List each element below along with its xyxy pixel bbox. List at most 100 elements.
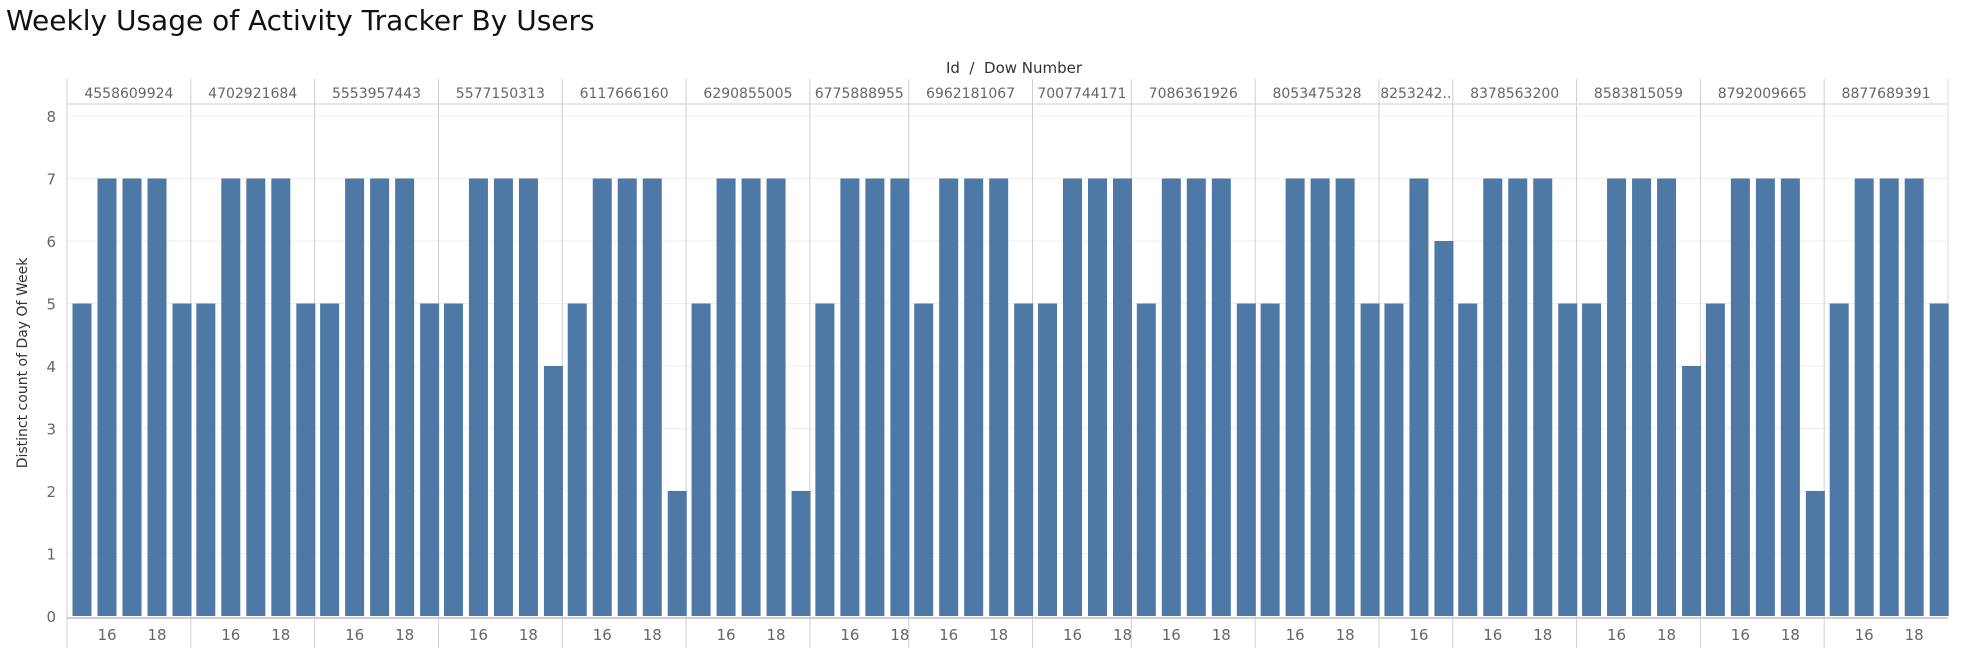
bar	[741, 178, 761, 616]
bar	[1582, 303, 1602, 616]
column-header: Id / Dow Number	[946, 59, 1083, 77]
bar	[443, 303, 463, 616]
bar	[1755, 178, 1775, 616]
bar	[122, 178, 142, 616]
bar	[370, 178, 390, 616]
bar	[1335, 178, 1355, 616]
bar	[1136, 303, 1156, 616]
x-tick-label: 18	[643, 626, 662, 644]
x-tick-label: 18	[1336, 626, 1355, 644]
x-tick-label: 18	[1533, 626, 1552, 644]
x-tick-label: 18	[147, 626, 166, 644]
bar	[1558, 303, 1578, 616]
bar	[221, 178, 241, 616]
bar	[667, 491, 687, 616]
panel-header-label: 8792009665	[1718, 86, 1807, 102]
x-tick-label: 16	[1162, 626, 1181, 644]
bar	[196, 303, 216, 616]
y-tick-label: 2	[46, 483, 56, 501]
bar	[246, 178, 266, 616]
x-tick-label: 18	[395, 626, 414, 644]
y-tick-label: 3	[46, 421, 56, 439]
bar	[766, 178, 786, 616]
bar	[172, 303, 192, 616]
bar	[296, 303, 316, 616]
y-tick-label: 0	[46, 608, 56, 626]
bar	[543, 366, 563, 616]
bar	[1211, 178, 1231, 616]
panel-header-label: 4558609924	[84, 86, 173, 102]
chart-title: Weekly Usage of Activity Tracker By User…	[6, 4, 595, 37]
bar	[716, 178, 736, 616]
bar	[1038, 303, 1057, 616]
bar	[1113, 178, 1132, 616]
bar	[1186, 178, 1206, 616]
bar	[840, 178, 860, 616]
x-tick-label: 18	[1781, 626, 1800, 644]
panel-header-label: 5553957443	[332, 86, 421, 102]
x-tick-label: 16	[1063, 626, 1082, 644]
bar	[1929, 303, 1949, 616]
bar	[1310, 178, 1330, 616]
bar	[1904, 178, 1924, 616]
x-tick-label: 16	[840, 626, 859, 644]
panel-header-label: 6962181067	[926, 86, 1015, 102]
y-tick-label: 8	[46, 108, 56, 126]
x-tick-label: 16	[1483, 626, 1502, 644]
panel-header-label: 7086361926	[1149, 86, 1238, 102]
bar	[1705, 303, 1725, 616]
x-tick-label: 16	[1286, 626, 1305, 644]
x-tick-label: 16	[1855, 626, 1874, 644]
x-tick-label: 16	[593, 626, 612, 644]
bars	[72, 178, 1949, 616]
bar	[320, 303, 340, 616]
bar	[468, 178, 488, 616]
panel-header-label: 6290855005	[703, 86, 792, 102]
bar	[939, 178, 959, 616]
x-tick-label: 16	[939, 626, 958, 644]
y-tick-label: 5	[46, 296, 56, 314]
bar	[1682, 366, 1702, 616]
panel-header-label: 4702921684	[208, 86, 297, 102]
bar	[1657, 178, 1677, 616]
panel-header-label: 8583815059	[1594, 86, 1683, 102]
bar	[1434, 241, 1454, 616]
bar	[493, 178, 513, 616]
x-tick-label: 16	[717, 626, 736, 644]
x-tick-label: 18	[989, 626, 1008, 644]
y-tick-label: 7	[46, 171, 56, 189]
bar	[147, 178, 167, 616]
x-tick-label: 18	[1657, 626, 1676, 644]
bar	[1360, 303, 1380, 616]
bar	[345, 178, 365, 616]
y-tick-label: 1	[46, 546, 56, 564]
x-tick-label: 16	[1409, 626, 1428, 644]
panel-header-label: 5577150313	[456, 86, 545, 102]
x-tick-label: 18	[1905, 626, 1924, 644]
bar	[592, 178, 612, 616]
bar	[1409, 178, 1429, 616]
bar	[642, 178, 662, 616]
bar	[964, 178, 984, 616]
y-tick-label: 6	[46, 233, 56, 251]
bar	[1458, 303, 1478, 616]
bar	[1533, 178, 1553, 616]
bar	[617, 178, 637, 616]
panel-header-label: 6775888955	[815, 86, 904, 102]
bar	[97, 178, 117, 616]
bar	[1161, 178, 1181, 616]
bar	[1607, 178, 1627, 616]
bar	[691, 303, 711, 616]
bar	[1508, 178, 1528, 616]
bar	[567, 303, 587, 616]
bar	[518, 178, 538, 616]
x-tick-label: 16	[1731, 626, 1750, 644]
bar	[989, 178, 1009, 616]
panel-header-label: 7007744171	[1037, 86, 1126, 102]
bar	[420, 303, 440, 616]
bar	[395, 178, 415, 616]
panel-header-label: 8053475328	[1272, 86, 1361, 102]
bar	[791, 491, 811, 616]
bar	[815, 303, 835, 616]
